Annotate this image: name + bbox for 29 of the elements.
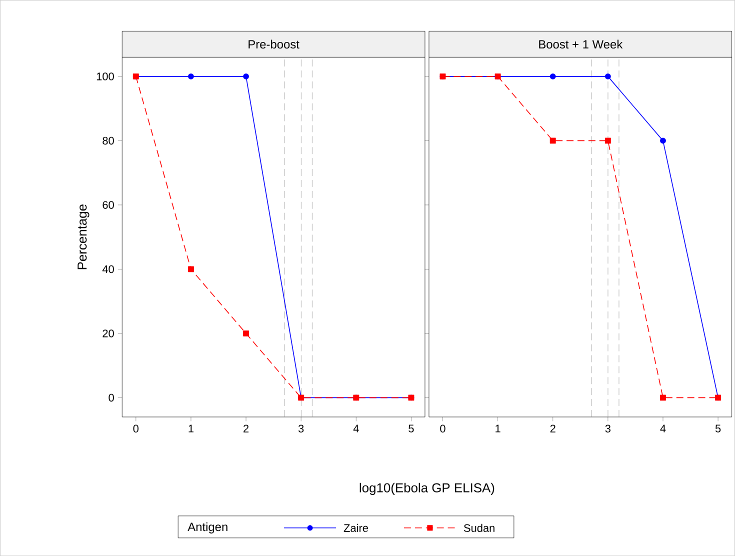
point <box>243 73 250 80</box>
x-tick-label: 4 <box>660 424 666 432</box>
x-tick-label: 3 <box>298 424 304 432</box>
y-axis-title: Percentage <box>78 204 90 270</box>
x-tick-label: 2 <box>550 424 556 432</box>
x-tick-label: 1 <box>496 424 500 432</box>
x-tick-label: 3 <box>605 424 610 432</box>
y-tick-label: 20 <box>102 330 114 338</box>
y-tick-label: 80 <box>102 136 114 145</box>
point <box>188 266 194 272</box>
legend-label: Zaire <box>344 524 368 532</box>
x-tick-label: 1 <box>188 424 194 432</box>
x-tick-label: 0 <box>133 424 139 432</box>
chart-title: Pre-boost <box>248 40 300 48</box>
x-tick-label: 4 <box>353 424 359 432</box>
x-axis-title: log10(Ebola GP ELISA) <box>360 482 494 495</box>
point <box>188 73 194 80</box>
y-tick-label: 0 <box>108 394 114 402</box>
x-tick-label: 2 <box>244 424 249 432</box>
y-tick-label: 100 <box>96 72 114 80</box>
point <box>243 330 250 336</box>
y-tick-label: 40 <box>102 265 114 274</box>
legend-label: Sudan <box>464 524 494 532</box>
chart-title: Boost + 1 Week <box>539 40 623 48</box>
y-tick-label: 60 <box>102 201 114 209</box>
x-tick-label: 5 <box>715 424 721 432</box>
legend-title: Antigen <box>188 522 228 534</box>
x-tick-label: 5 <box>408 424 414 432</box>
x-tick-label: 0 <box>440 424 446 432</box>
